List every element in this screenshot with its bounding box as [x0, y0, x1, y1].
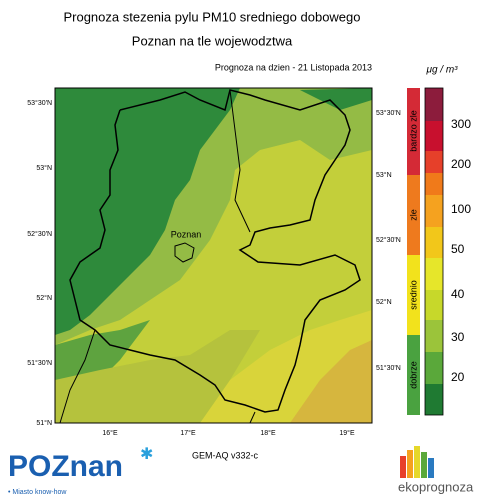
poznan-tagline: • Miasto know-how [8, 489, 67, 496]
color-step [425, 290, 443, 320]
lat-label: 52°30'N [27, 230, 52, 238]
category-label: srednio [408, 280, 418, 310]
region-yellow-green-s [55, 330, 260, 423]
lon-label: 18°E [260, 429, 276, 437]
poznan-logo-text: POZnan [8, 450, 123, 483]
tick-label: 300 [451, 117, 471, 131]
logo-bar [400, 456, 406, 478]
border [59, 329, 96, 424]
logo-bar [407, 450, 413, 478]
unit: μg / m³ [425, 65, 458, 76]
color-step [425, 173, 443, 195]
lat-label: 52°30'N [376, 236, 401, 244]
color-step [425, 352, 443, 384]
lon-labels: 16°E 17°E 18°E 19°E [102, 429, 355, 437]
category-band [407, 255, 420, 335]
logo-star: ✱ [140, 446, 153, 463]
tick-label: 40 [451, 287, 465, 301]
city-label: Poznan [171, 229, 202, 239]
colorbar: μg / m³ bardzo zle zle srednio dobrze 30… [407, 65, 471, 416]
tick-label: 200 [451, 157, 471, 171]
tick-label: 20 [451, 370, 465, 384]
lat-label: 51°30'N [27, 359, 52, 367]
color-step [425, 384, 443, 415]
lon-label: 17°E [180, 429, 196, 437]
title-line1: Prognoza stezenia pylu PM10 sredniego do… [63, 9, 360, 24]
color-step [425, 121, 443, 151]
color-step [425, 227, 443, 258]
poznan-logo: POZnan ✱ • Miasto know-how [8, 446, 153, 496]
ekoprognoza-text: ekoprognoza [398, 479, 474, 494]
lat-label: 53°N [376, 171, 392, 179]
category-label: dobrze [408, 361, 418, 389]
logo-bar [428, 458, 434, 478]
lat-label: 51°N [36, 419, 52, 427]
logo-bar [414, 446, 420, 478]
lat-label: 52°N [36, 294, 52, 302]
lat-label: 53°30'N [376, 109, 401, 117]
category-band [407, 88, 420, 175]
map: Poznan [54, 87, 373, 424]
color-step [425, 195, 443, 227]
lon-label: 16°E [102, 429, 118, 437]
region-dark-green [55, 88, 240, 335]
category-band [407, 335, 420, 415]
lat-label: 53°N [36, 164, 52, 172]
border [249, 411, 256, 424]
tick-label: 50 [451, 242, 465, 256]
city-border [174, 242, 195, 263]
category-label: bardzo zle [408, 110, 418, 152]
tick-label: 30 [451, 330, 465, 344]
tick-label: 100 [451, 202, 471, 216]
lat-label: 53°30'N [27, 99, 52, 107]
model-label: GEM-AQ v332-c [192, 450, 259, 460]
voivodeship-border [69, 89, 361, 413]
region-gold [290, 340, 372, 423]
logo-bar [421, 452, 427, 478]
color-step [425, 320, 443, 352]
category-band [407, 175, 420, 255]
colorbar-frame [424, 87, 444, 416]
lat-label: 51°30'N [376, 364, 401, 372]
border [229, 89, 251, 233]
ekoprognoza-logo: ekoprognoza [398, 446, 474, 494]
lat-left: 53°30'N 53°N 52°30'N 52°N 51°30'N 51°N [27, 99, 52, 427]
map-frame [54, 87, 373, 424]
title-line2: Poznan na tle wojewodztwa [132, 33, 293, 48]
lon-label: 19°E [339, 429, 355, 437]
color-step [425, 88, 443, 121]
category-label: zle [408, 209, 418, 221]
lat-right: 53°30'N 53°N 52°30'N 52°N 51°30'N [376, 109, 401, 372]
color-step [425, 151, 443, 173]
color-step [425, 258, 443, 290]
region-dark-green-ne [300, 88, 372, 110]
forecast-label: Prognoza na dzien - 21 Listopada 2013 [215, 62, 372, 72]
lat-label: 52°N [376, 298, 392, 306]
